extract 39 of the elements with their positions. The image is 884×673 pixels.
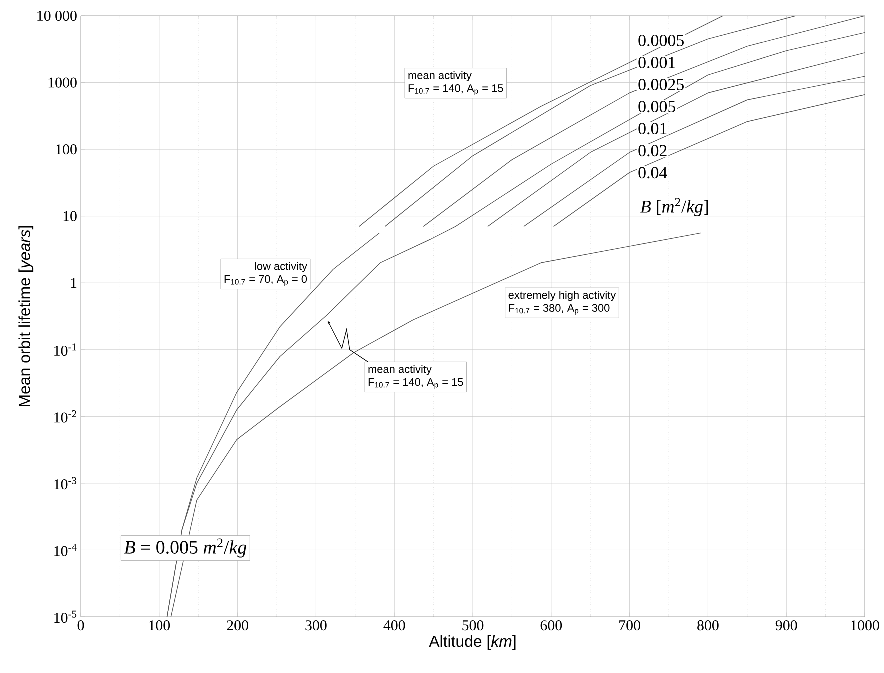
series-label: 0.02	[638, 145, 667, 157]
annotation: low activity	[255, 262, 308, 272]
x-tick-label: 800	[698, 620, 719, 631]
y-tick-label: 10$^{-4}$	[54, 544, 77, 556]
series-label: 0.04	[638, 167, 668, 179]
x-tick-label: 300	[306, 620, 327, 631]
x-tick-label: 400	[384, 620, 406, 631]
y-tick-label: 10$^{-3}$	[54, 477, 77, 490]
y-tick-label: 100	[56, 144, 77, 155]
annotation: F$_{10.7}$ = 140, A$_{p}$ = 15	[408, 84, 504, 96]
x-tick-label: 200	[227, 620, 248, 631]
x-tick-label: 0	[78, 620, 84, 631]
x-tick-label: 100	[150, 620, 170, 631]
y-tick-label: 10 000	[38, 10, 77, 22]
x-tick-label: 900	[776, 620, 798, 631]
y-tick-label: 10	[64, 211, 77, 222]
y-tick-label: 1000	[48, 78, 77, 88]
annotation: F$_{10.7}$ = 140, A$_{p}$ = 15	[368, 378, 464, 390]
annotation: F$_{10.7}$ = 380, A$_{p}$ = 300	[509, 304, 610, 316]
y-tick-label: 1	[71, 278, 77, 288]
y-tick-label: 10$^{-1}$	[54, 344, 76, 356]
y-tick-label: 10$^{-5}$	[54, 610, 77, 624]
x-tick-label: 1000	[851, 620, 880, 631]
y-tick-label: 10$^{-2}$	[54, 410, 76, 423]
x-tick-label: 500	[462, 620, 484, 631]
x-axis-title: Altitude [km]	[429, 635, 516, 650]
annotation: B = 0.005 m$^{2}$/kg	[124, 538, 247, 558]
annotation: mean activity	[368, 365, 432, 376]
annotation: mean activity	[408, 71, 472, 82]
x-tick-label: 600	[540, 620, 562, 631]
series-label: 0.001	[638, 57, 676, 68]
x-tick-label: 700	[620, 620, 640, 631]
annotation: F$_{10.7}$ = 70, A$_{p}$ = 0	[224, 275, 308, 286]
series-label: 0.0025	[638, 79, 684, 91]
annotation: extremely high activity	[508, 291, 616, 302]
series-label: 0.005	[638, 101, 676, 113]
series-label: 0.0005	[638, 34, 684, 46]
series-label: 0.01	[638, 123, 667, 135]
annotation: B [m$^{2}$/kg]	[640, 198, 708, 217]
